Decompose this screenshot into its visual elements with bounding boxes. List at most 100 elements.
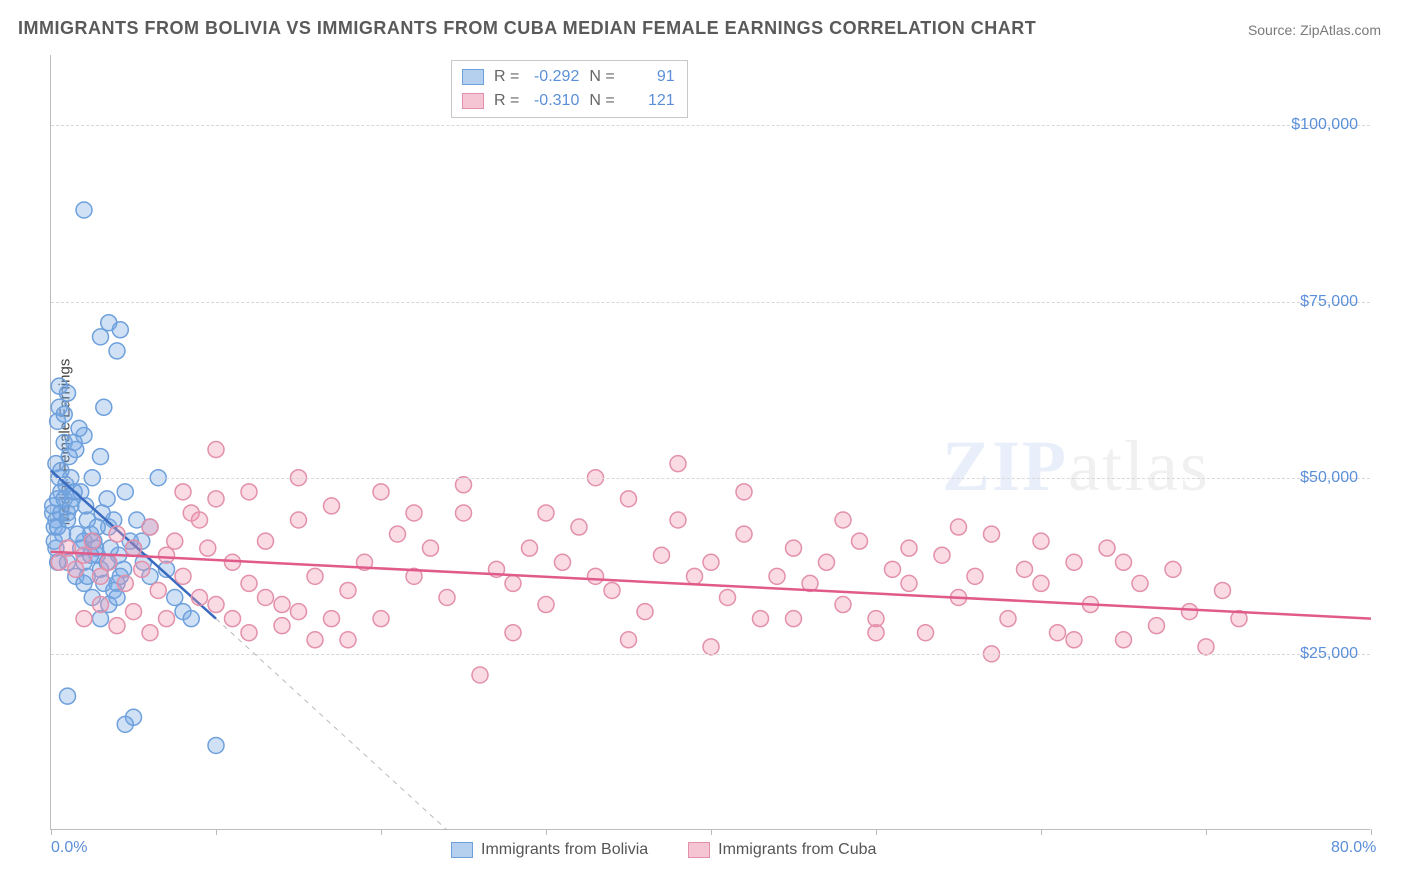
scatter-point (99, 491, 115, 507)
n-label: N = (589, 92, 614, 110)
scatter-point (76, 547, 92, 563)
n-value-cuba: 121 (625, 92, 675, 110)
scatter-point (60, 688, 76, 704)
scatter-point (918, 625, 934, 641)
scatter-point (1116, 554, 1132, 570)
scatter-point (423, 540, 439, 556)
scatter-svg (51, 55, 1370, 829)
scatter-point (670, 512, 686, 528)
scatter-point (505, 625, 521, 641)
source-attribution: Source: ZipAtlas.com (1248, 22, 1381, 38)
scatter-point (109, 343, 125, 359)
scatter-point (112, 322, 128, 338)
scatter-point (736, 484, 752, 500)
scatter-point (687, 568, 703, 584)
scatter-point (934, 547, 950, 563)
scatter-point (390, 526, 406, 542)
x-tick (876, 829, 877, 835)
scatter-point (786, 540, 802, 556)
scatter-point (1116, 632, 1132, 648)
legend-item-cuba: Immigrants from Cuba (688, 841, 876, 859)
scatter-point (208, 737, 224, 753)
x-tick-label: 80.0% (1331, 839, 1376, 857)
y-tick-label: $75,000 (1300, 293, 1358, 311)
x-tick (711, 829, 712, 835)
scatter-point (472, 667, 488, 683)
x-tick (216, 829, 217, 835)
y-tick-label: $25,000 (1300, 645, 1358, 663)
scatter-point (1165, 561, 1181, 577)
scatter-point (68, 561, 84, 577)
scatter-point (505, 575, 521, 591)
source-prefix: Source: (1248, 22, 1300, 38)
x-tick (1041, 829, 1042, 835)
scatter-point (307, 632, 323, 648)
scatter-point (71, 420, 87, 436)
legend-label-bolivia: Immigrants from Bolivia (481, 841, 648, 859)
scatter-point (93, 449, 109, 465)
scatter-point (753, 611, 769, 627)
scatter-point (819, 554, 835, 570)
scatter-point (150, 582, 166, 598)
scatter-point (835, 512, 851, 528)
scatter-point (183, 611, 199, 627)
x-tick (51, 829, 52, 835)
scatter-point (1198, 639, 1214, 655)
bottom-legend: Immigrants from Bolivia Immigrants from … (451, 841, 876, 859)
scatter-point (406, 505, 422, 521)
scatter-point (192, 590, 208, 606)
scatter-point (1066, 554, 1082, 570)
gridline-h (51, 302, 1370, 303)
scatter-point (93, 568, 109, 584)
scatter-point (208, 597, 224, 613)
scatter-point (835, 597, 851, 613)
scatter-point (1132, 575, 1148, 591)
scatter-point (142, 625, 158, 641)
scatter-point (1050, 625, 1066, 641)
scatter-point (274, 618, 290, 634)
scatter-point (241, 575, 257, 591)
x-tick-label: 0.0% (51, 839, 87, 857)
scatter-point (134, 561, 150, 577)
scatter-point (96, 399, 112, 415)
gridline-h (51, 654, 1370, 655)
scatter-point (736, 526, 752, 542)
scatter-point (76, 611, 92, 627)
scatter-point (885, 561, 901, 577)
scatter-point (637, 604, 653, 620)
scatter-point (852, 533, 868, 549)
scatter-point (159, 611, 175, 627)
legend-swatch-bolivia (451, 842, 473, 858)
scatter-point (571, 519, 587, 535)
scatter-point (117, 716, 133, 732)
n-label: N = (589, 68, 614, 86)
scatter-point (258, 590, 274, 606)
scatter-point (109, 590, 125, 606)
scatter-point (142, 519, 158, 535)
scatter-point (538, 505, 554, 521)
scatter-point (56, 406, 72, 422)
scatter-point (93, 597, 109, 613)
scatter-point (340, 632, 356, 648)
legend-swatch-cuba (688, 842, 710, 858)
scatter-point (200, 540, 216, 556)
scatter-point (522, 540, 538, 556)
scatter-point (1215, 582, 1231, 598)
scatter-point (109, 618, 125, 634)
scatter-point (324, 611, 340, 627)
scatter-point (51, 554, 67, 570)
scatter-point (654, 547, 670, 563)
scatter-point (588, 568, 604, 584)
scatter-point (1182, 604, 1198, 620)
scatter-point (76, 202, 92, 218)
scatter-point (1000, 611, 1016, 627)
scatter-point (175, 568, 191, 584)
chart-plot-area: Median Female Earnings ZIPatlas R = -0.2… (50, 55, 1370, 830)
scatter-point (101, 554, 117, 570)
scatter-point (60, 512, 76, 528)
scatter-point (159, 547, 175, 563)
scatter-point (555, 554, 571, 570)
r-value-bolivia: -0.292 (529, 68, 579, 86)
scatter-point (670, 456, 686, 472)
r-value-cuba: -0.310 (529, 92, 579, 110)
